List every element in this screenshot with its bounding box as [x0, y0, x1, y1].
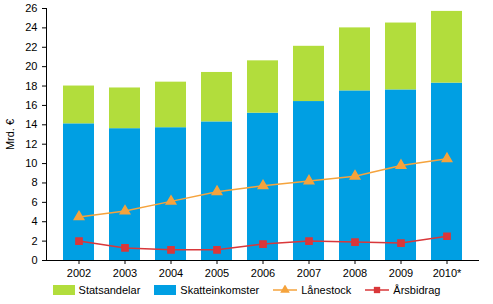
svg-text:4: 4	[31, 215, 37, 227]
svg-text:18: 18	[25, 80, 37, 92]
svg-text:2007: 2007	[297, 267, 321, 279]
svg-text:2003: 2003	[113, 267, 137, 279]
svg-text:2006: 2006	[251, 267, 275, 279]
svg-text:22: 22	[25, 41, 37, 53]
html-text:Statsandelar: Statsandelar	[78, 284, 141, 296]
svg-text:0: 0	[31, 254, 37, 266]
svg-text:8: 8	[31, 176, 37, 188]
svg-text:26: 26	[25, 2, 37, 14]
svg-text:2010*: 2010*	[433, 267, 462, 279]
svg-text:10: 10	[25, 157, 37, 169]
html-text:Lånestock: Lånestock	[301, 284, 352, 296]
svg-text:20: 20	[25, 60, 37, 72]
svg-text:2: 2	[31, 235, 37, 247]
svg-text:12: 12	[25, 138, 37, 150]
html-text:Årsbidrag: Årsbidrag	[393, 284, 441, 296]
html-text:Skatteinkomster: Skatteinkomster	[180, 284, 260, 296]
svg-text:2005: 2005	[205, 267, 229, 279]
svg-text:6: 6	[31, 196, 37, 208]
svg-text:2009: 2009	[389, 267, 413, 279]
svg-text:2004: 2004	[159, 267, 183, 279]
svg-text:2008: 2008	[343, 267, 367, 279]
svg-text:Mrd. €: Mrd. €	[4, 119, 16, 150]
svg-text:16: 16	[25, 99, 37, 111]
svg-text:14: 14	[25, 118, 37, 130]
svg-text:24: 24	[25, 21, 37, 33]
svg-text:2002: 2002	[67, 267, 91, 279]
